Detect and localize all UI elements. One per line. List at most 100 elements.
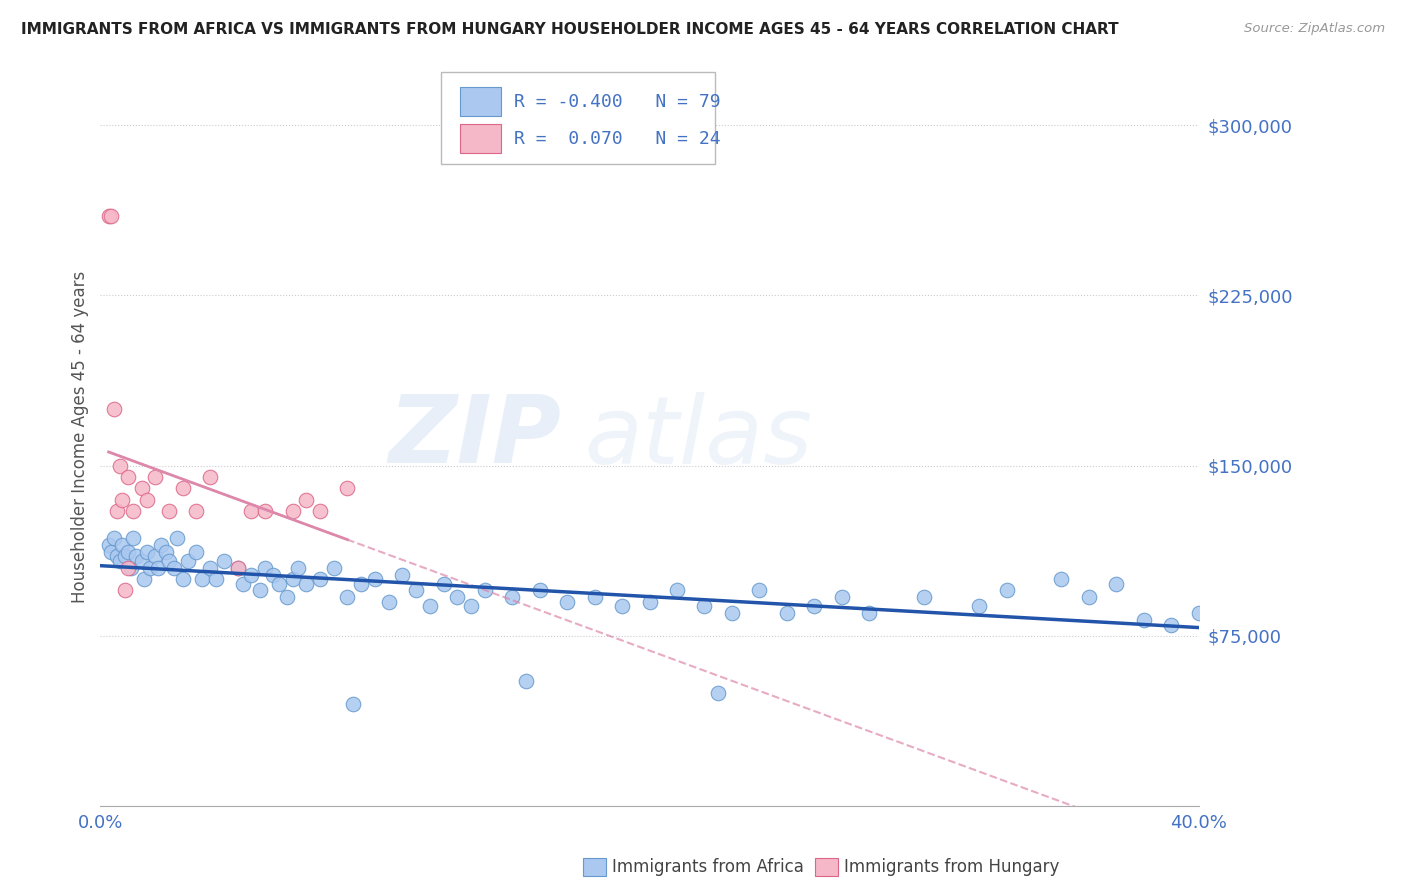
Point — [342, 697, 364, 711]
Point — [198, 561, 221, 575]
Point — [249, 583, 271, 598]
Point — [226, 561, 249, 575]
Point — [100, 545, 122, 559]
Point — [103, 531, 125, 545]
Point — [776, 606, 799, 620]
Point — [204, 572, 226, 586]
Point — [638, 595, 661, 609]
Point — [125, 549, 148, 564]
Text: ZIP: ZIP — [389, 392, 561, 483]
Point — [134, 572, 156, 586]
Point — [1050, 572, 1073, 586]
Point — [212, 554, 235, 568]
Point — [391, 567, 413, 582]
Point — [1077, 591, 1099, 605]
Point — [262, 567, 284, 582]
Point — [707, 685, 730, 699]
Point — [136, 545, 159, 559]
Point — [105, 549, 128, 564]
Point — [336, 481, 359, 495]
Point — [172, 481, 194, 495]
Point — [529, 583, 551, 598]
Point — [377, 595, 399, 609]
Point — [364, 572, 387, 586]
Point — [108, 458, 131, 473]
Point — [157, 504, 180, 518]
Point — [122, 531, 145, 545]
Point — [474, 583, 496, 598]
Point — [405, 583, 427, 598]
Point — [515, 674, 537, 689]
Point — [139, 561, 162, 575]
Point — [114, 583, 136, 598]
Point — [240, 504, 263, 518]
Point — [433, 576, 456, 591]
Point — [120, 561, 142, 575]
Point — [117, 470, 139, 484]
Point — [254, 504, 277, 518]
Point — [610, 599, 633, 614]
Point — [177, 554, 200, 568]
Point — [831, 591, 853, 605]
Point — [912, 591, 935, 605]
Point — [967, 599, 990, 614]
Point — [186, 545, 208, 559]
Point — [858, 606, 880, 620]
Point — [295, 576, 318, 591]
Point — [97, 538, 120, 552]
Point — [100, 209, 122, 223]
Point — [309, 572, 332, 586]
Text: Immigrants from Hungary: Immigrants from Hungary — [844, 858, 1059, 876]
Point — [254, 561, 277, 575]
Point — [114, 549, 136, 564]
Text: IMMIGRANTS FROM AFRICA VS IMMIGRANTS FROM HUNGARY HOUSEHOLDER INCOME AGES 45 - 6: IMMIGRANTS FROM AFRICA VS IMMIGRANTS FRO… — [21, 22, 1119, 37]
Point — [122, 504, 145, 518]
Point — [267, 576, 290, 591]
Point — [97, 209, 120, 223]
Point — [157, 554, 180, 568]
Text: Immigrants from Africa: Immigrants from Africa — [612, 858, 803, 876]
Point — [721, 606, 744, 620]
FancyBboxPatch shape — [441, 72, 716, 164]
Point — [172, 572, 194, 586]
Point — [163, 561, 186, 575]
Point — [995, 583, 1018, 598]
Point — [232, 576, 254, 591]
Point — [666, 583, 689, 598]
Point — [131, 554, 153, 568]
Point — [136, 492, 159, 507]
Point — [111, 538, 134, 552]
Point — [446, 591, 468, 605]
Point — [1188, 606, 1211, 620]
Point — [198, 470, 221, 484]
Text: atlas: atlas — [583, 392, 811, 483]
Bar — [460, 124, 502, 153]
Point — [460, 599, 482, 614]
Point — [117, 561, 139, 575]
Point — [803, 599, 825, 614]
Point — [693, 599, 716, 614]
Point — [295, 492, 318, 507]
Y-axis label: Householder Income Ages 45 - 64 years: Householder Income Ages 45 - 64 years — [72, 271, 89, 603]
Point — [143, 549, 166, 564]
Point — [419, 599, 441, 614]
Point — [336, 591, 359, 605]
Point — [281, 572, 304, 586]
Point — [226, 561, 249, 575]
Point — [350, 576, 373, 591]
Point — [143, 470, 166, 484]
Text: R = -0.400   N = 79: R = -0.400 N = 79 — [515, 93, 721, 111]
Point — [111, 492, 134, 507]
Text: Source: ZipAtlas.com: Source: ZipAtlas.com — [1244, 22, 1385, 36]
Point — [748, 583, 770, 598]
Point — [555, 595, 578, 609]
Point — [155, 545, 177, 559]
Point — [131, 481, 153, 495]
Bar — [460, 87, 502, 117]
Point — [501, 591, 523, 605]
Point — [1160, 617, 1182, 632]
Point — [1133, 613, 1156, 627]
Point — [186, 504, 208, 518]
Point — [108, 554, 131, 568]
Point — [309, 504, 332, 518]
